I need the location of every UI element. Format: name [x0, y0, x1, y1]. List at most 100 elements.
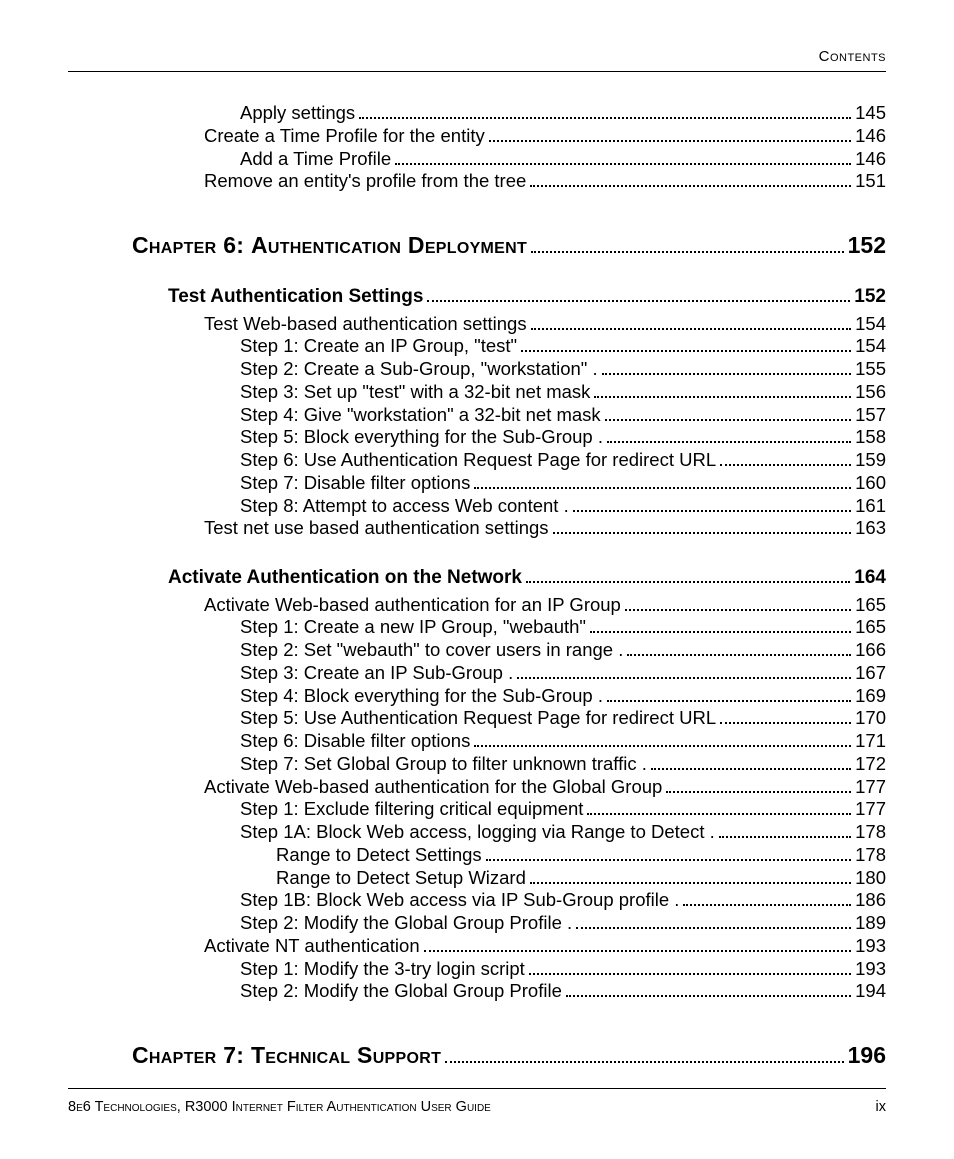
chap7-page: 196: [848, 1041, 886, 1069]
leader-dots: [719, 823, 851, 838]
toc-entry-text: Step 1: Exclude filtering critical equip…: [240, 798, 583, 821]
toc-entry-text: Step 1: Create an IP Group, "test": [240, 335, 517, 358]
leader-dots: [474, 474, 851, 489]
toc-entry-page: 167: [855, 662, 886, 685]
leader-dots: [602, 360, 852, 375]
toc-entry: Step 3: Create an IP Sub-Group .167: [168, 662, 886, 685]
toc-entry: Step 2: Modify the Global Group Profile …: [168, 912, 886, 935]
toc-entry-page: 186: [855, 889, 886, 912]
toc-entry: Step 5: Block everything for the Sub-Gro…: [168, 426, 886, 449]
leader-dots: [720, 451, 851, 466]
toc-entry: Step 4: Give "workstation" a 32-bit net …: [168, 404, 886, 427]
toc-entry: Step 1: Modify the 3-try login script193: [168, 958, 886, 981]
leader-dots: [594, 383, 851, 398]
toc-entry-text: Activate Web-based authentication for an…: [204, 594, 621, 617]
leader-dots: [530, 869, 851, 884]
toc-entry-text: Step 8: Attempt to access Web content .: [240, 495, 569, 518]
leader-dots: [489, 127, 851, 142]
footer-right: ix: [876, 1099, 886, 1115]
ch6-sec1-title: Test Authentication Settings: [168, 285, 423, 308]
toc-entry-text: Step 2: Modify the Global Group Profile: [240, 980, 562, 1003]
leader-dots: [553, 519, 852, 534]
chap7-word2: Technical: [251, 1042, 357, 1068]
leader-dots: [427, 287, 850, 302]
toc-entry: Activate Web-based authentication for an…: [168, 594, 886, 617]
toc-entry: Apply settings145: [168, 102, 886, 125]
toc-entry-text: Step 1B: Block Web access via IP Sub-Gro…: [240, 889, 679, 912]
leader-dots: [531, 315, 852, 330]
toc-entry: Step 2: Create a Sub-Group, "workstation…: [168, 358, 886, 381]
toc-entry-page: 166: [855, 639, 886, 662]
leader-dots: [517, 664, 851, 679]
toc-entry-page: 146: [855, 125, 886, 148]
chap6-num: 6:: [217, 232, 251, 258]
toc-entry-page: 159: [855, 449, 886, 472]
leader-dots: [666, 778, 851, 793]
toc-entry-page: 154: [855, 335, 886, 358]
toc-entry-page: 146: [855, 148, 886, 171]
toc-entry-text: Step 5: Use Authentication Request Page …: [240, 707, 716, 730]
leader-dots: [576, 914, 851, 929]
header-contents-label: Contents: [68, 48, 886, 65]
toc-entry-page: 194: [855, 980, 886, 1003]
leader-dots: [445, 1045, 843, 1063]
footer-rule: [68, 1088, 886, 1089]
chap7-word3: Support: [357, 1042, 441, 1068]
leader-dots: [651, 755, 851, 770]
leader-dots: [424, 937, 852, 952]
toc-entry: Step 1: Create a new IP Group, "webauth"…: [168, 616, 886, 639]
toc-entry-text: Activate Web-based authentication for th…: [204, 776, 662, 799]
toc-entry-page: 156: [855, 381, 886, 404]
toc-entry-text: Activate NT authentication: [204, 935, 420, 958]
ch6-sec2-page: 164: [854, 566, 886, 589]
leader-dots: [607, 687, 851, 702]
toc-entry-page: 193: [855, 958, 886, 981]
toc-entry-page: 145: [855, 102, 886, 125]
toc-entry-text: Step 2: Set "webauth" to cover users in …: [240, 639, 623, 662]
toc-entry-text: Step 1: Create a new IP Group, "webauth": [240, 616, 586, 639]
leader-dots: [526, 568, 850, 583]
leader-dots: [627, 641, 851, 656]
chap6-word1: Chapter: [132, 232, 217, 258]
toc-entry-page: 158: [855, 426, 886, 449]
toc-entry-page: 178: [855, 844, 886, 867]
toc-entry: Step 2: Modify the Global Group Profile 1…: [168, 980, 886, 1003]
toc-entry-text: Step 1A: Block Web access, logging via R…: [240, 821, 715, 844]
toc-entry: Step 7: Disable filter options160: [168, 472, 886, 495]
chapter-6-heading: Chapter 6: Authentication Deployment 152: [132, 231, 886, 259]
toc-entry-text: Remove an entity's profile from the tree: [204, 170, 526, 193]
toc-entry-page: 177: [855, 798, 886, 821]
toc-entry: Step 1: Create an IP Group, "test" 154: [168, 335, 886, 358]
toc-entry-page: 177: [855, 776, 886, 799]
toc-entry: Activate NT authentication 193: [168, 935, 886, 958]
chap6-page: 152: [848, 231, 886, 259]
toc-entry: Step 7: Set Global Group to filter unkno…: [168, 753, 886, 776]
toc-entry-text: Create a Time Profile for the entity: [204, 125, 485, 148]
toc-entry-page: 151: [855, 170, 886, 193]
leader-dots: [486, 846, 851, 861]
leader-dots: [720, 709, 851, 724]
chap6-word2: Authentication: [251, 232, 408, 258]
toc-entry-page: 193: [855, 935, 886, 958]
leader-dots: [530, 172, 851, 187]
toc-entry-page: 163: [855, 517, 886, 540]
toc-top-block: Apply settings145Create a Time Profile f…: [168, 102, 886, 193]
ch6-sec1-heading: Test Authentication Settings 152: [168, 285, 886, 308]
toc-entry-page: 160: [855, 472, 886, 495]
leader-dots: [625, 596, 851, 611]
leader-dots: [529, 960, 851, 975]
toc-entry: Step 3: Set up "test" with a 32-bit net …: [168, 381, 886, 404]
toc-entry: Step 6: Disable filter options171: [168, 730, 886, 753]
toc-content: Apply settings145Create a Time Profile f…: [68, 102, 886, 1069]
toc-entry-text: Step 6: Disable filter options: [240, 730, 470, 753]
toc-entry-text: Step 6: Use Authentication Request Page …: [240, 449, 716, 472]
toc-entry-page: 189: [855, 912, 886, 935]
toc-entry: Range to Detect Settings178: [168, 844, 886, 867]
toc-entry: Range to Detect Setup Wizard180: [168, 867, 886, 890]
toc-entry: Step 6: Use Authentication Request Page …: [168, 449, 886, 472]
leader-dots: [395, 150, 851, 165]
chap7-num: 7:: [217, 1042, 251, 1068]
toc-entry-page: 180: [855, 867, 886, 890]
toc-entry: Activate Web-based authentication for th…: [168, 776, 886, 799]
ch6-sec2-title: Activate Authentication on the Network: [168, 566, 522, 589]
